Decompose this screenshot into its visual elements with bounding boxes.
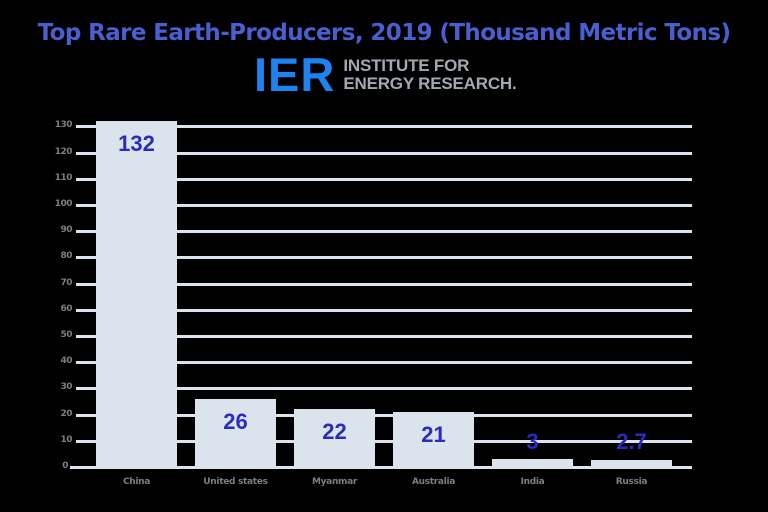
- x-category-label: India: [520, 477, 545, 487]
- bar-russia: [591, 459, 672, 468]
- x-category-label: United states: [203, 477, 268, 487]
- x-category-label: Australia: [411, 477, 456, 487]
- chart-title: Top Rare Earth-Producers, 2019 (Thousand…: [37, 20, 731, 46]
- y-tick-label: 50: [60, 330, 72, 340]
- y-tick-label: 90: [60, 225, 72, 235]
- gridline: [76, 387, 692, 390]
- gridline: [76, 283, 692, 286]
- y-tick-label: 130: [54, 120, 73, 130]
- gridline: [76, 152, 692, 155]
- value-label: 21: [421, 421, 446, 447]
- y-tick-label: 40: [60, 356, 72, 366]
- y-tick-label: 80: [60, 251, 72, 261]
- y-tick-label: 100: [54, 199, 73, 209]
- gridline: [76, 440, 692, 443]
- gridline: [76, 256, 692, 259]
- logo-mark: IER: [254, 48, 336, 101]
- value-label: 2.7: [616, 429, 647, 454]
- value-label: 3: [526, 429, 539, 454]
- gridline: [76, 335, 692, 338]
- y-tick-label: 110: [54, 173, 73, 183]
- value-label: 26: [223, 408, 248, 434]
- bar-united-states: [195, 398, 276, 468]
- x-category-label: China: [122, 477, 151, 487]
- y-tick-label: 30: [60, 382, 72, 392]
- bar-myanmar: [294, 409, 375, 468]
- value-label: 22: [322, 419, 347, 445]
- y-tick-label: 120: [54, 147, 73, 157]
- logo-line-1: INSTITUTE FOR: [343, 56, 470, 75]
- gridline: [76, 361, 692, 364]
- gridline: [76, 309, 692, 312]
- gridline: [76, 414, 692, 417]
- x-category-label: Myanmar: [311, 477, 358, 487]
- y-tick-label: 10: [60, 435, 72, 445]
- y-tick-label: 20: [60, 409, 72, 419]
- logo-line-2: ENERGY RESEARCH.: [343, 74, 517, 93]
- x-category-label: Russia: [615, 477, 648, 487]
- logo-text: INSTITUTE FOR ENERGY RESEARCH.: [343, 57, 516, 93]
- value-label: 132: [118, 131, 155, 157]
- gridline: [76, 125, 692, 128]
- y-tick-label: 0: [62, 461, 68, 471]
- bar-india: [492, 459, 573, 468]
- gridline: [70, 466, 692, 469]
- ier-logo: IER INSTITUTE FOR ENERGY RESEARCH.: [254, 48, 517, 101]
- y-tick-label: 70: [60, 278, 72, 288]
- y-tick-label: 60: [60, 304, 72, 314]
- gridline: [76, 230, 692, 233]
- bar-australia: [393, 411, 474, 468]
- bar-china: [96, 121, 177, 468]
- gridline: [76, 204, 692, 207]
- gridline: [76, 178, 692, 181]
